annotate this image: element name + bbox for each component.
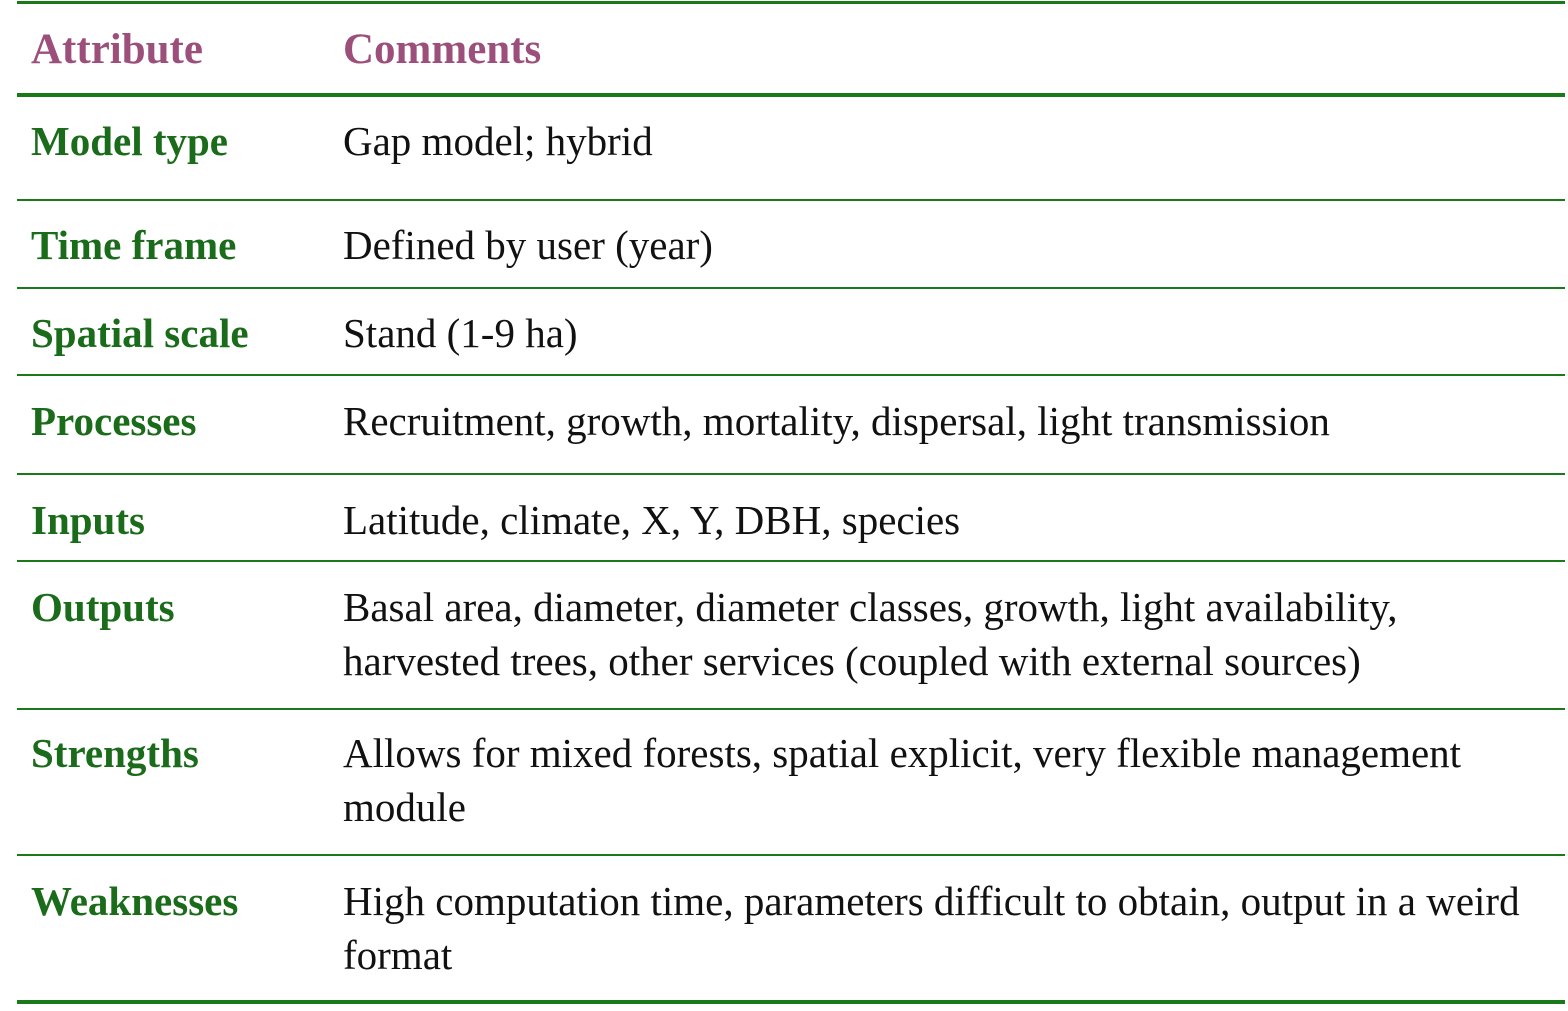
row-value-model-type: Gap model; hybrid xyxy=(343,118,653,164)
row-label-outputs: Outputs xyxy=(31,584,175,630)
table-top-rule xyxy=(17,1,1565,4)
row-divider xyxy=(17,199,1565,201)
header-comments: Comments xyxy=(343,26,542,73)
row-divider xyxy=(17,560,1565,562)
row-value-time-frame: Defined by user (year) xyxy=(343,222,713,268)
row-divider xyxy=(17,473,1565,475)
row-label-weaknesses: Weaknesses xyxy=(31,878,239,924)
row-divider xyxy=(17,708,1565,710)
row-value-outputs: Basal area, diameter, diameter classes, … xyxy=(343,584,1398,684)
row-value-strengths: Allows for mixed forests, spatial explic… xyxy=(343,730,1462,830)
row-value-inputs: Latitude, climate, X, Y, DBH, species xyxy=(343,497,961,543)
table-header: Attribute Comments xyxy=(17,4,1565,94)
header-rule xyxy=(17,93,1565,97)
row-divider xyxy=(17,854,1565,856)
row-label-model-type: Model type xyxy=(31,118,228,164)
row-label-time-frame: Time frame xyxy=(31,222,237,268)
row-label-inputs: Inputs xyxy=(31,497,145,543)
table-bottom-rule xyxy=(17,1000,1565,1004)
row-divider xyxy=(17,374,1565,376)
row-label-strengths: Strengths xyxy=(31,730,199,776)
row-value-processes: Recruitment, growth, mortality, dispersa… xyxy=(343,398,1330,444)
row-label-processes: Processes xyxy=(31,398,197,444)
header-attribute: Attribute xyxy=(31,26,203,73)
row-value-spatial-scale: Stand (1-9 ha) xyxy=(343,310,578,356)
row-divider xyxy=(17,287,1565,289)
row-value-weaknesses: High computation time, parameters diffic… xyxy=(343,878,1520,978)
row-label-spatial-scale: Spatial scale xyxy=(31,310,249,356)
